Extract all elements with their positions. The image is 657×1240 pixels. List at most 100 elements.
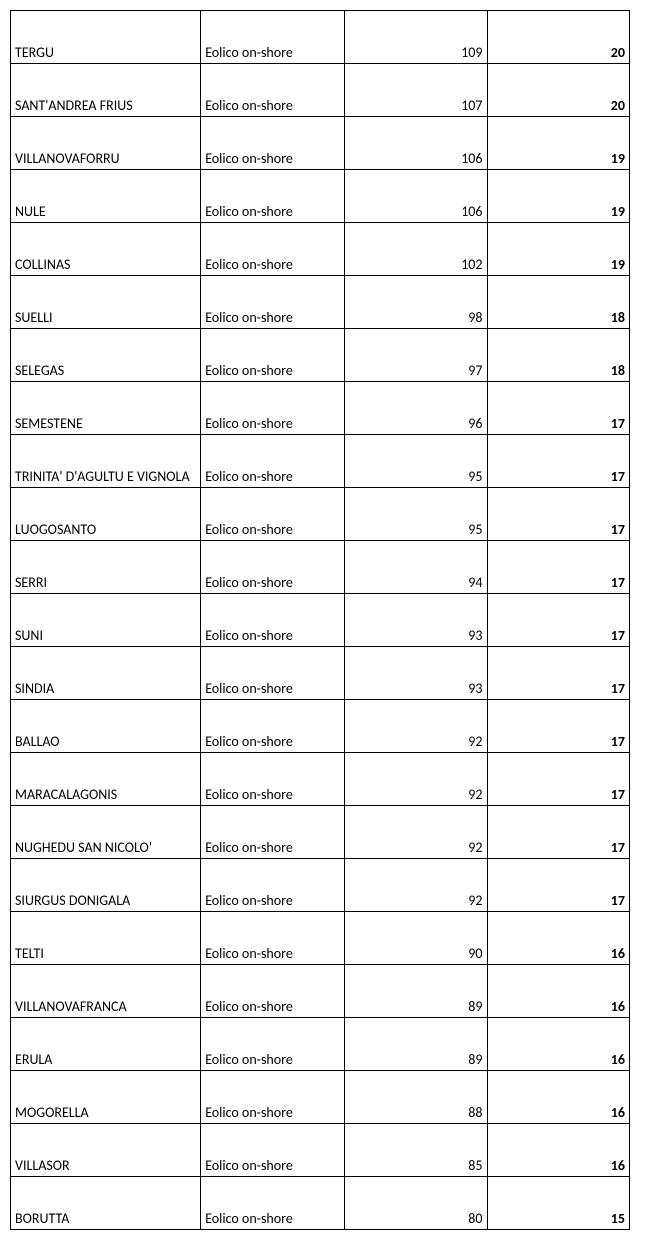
cell-value1: 96 [344, 382, 487, 435]
cell-name: TELTI [11, 912, 201, 965]
cell-name: SERRI [11, 541, 201, 594]
cell-value1: 88 [344, 1071, 487, 1124]
cell-value1: 80 [344, 1177, 487, 1230]
cell-value2: 17 [487, 382, 630, 435]
cell-name: ERULA [11, 1018, 201, 1071]
cell-type: Eolico on-shore [201, 965, 344, 1018]
cell-name: VILLASOR [11, 1124, 201, 1177]
cell-name: SINDIA [11, 647, 201, 700]
cell-value2: 17 [487, 859, 630, 912]
cell-value1: 92 [344, 806, 487, 859]
table-row: VILLANOVAFRANCAEolico on-shore8916 [11, 965, 630, 1018]
cell-value1: 90 [344, 912, 487, 965]
cell-type: Eolico on-shore [201, 223, 344, 276]
table-row: TERGUEolico on-shore10920 [11, 11, 630, 64]
cell-value1: 95 [344, 435, 487, 488]
table-row: MOGORELLAEolico on-shore8816 [11, 1071, 630, 1124]
table-row: COLLINASEolico on-shore10219 [11, 223, 630, 276]
cell-value1: 109 [344, 11, 487, 64]
cell-value1: 98 [344, 276, 487, 329]
cell-value1: 102 [344, 223, 487, 276]
cell-type: Eolico on-shore [201, 806, 344, 859]
cell-value2: 16 [487, 965, 630, 1018]
cell-type: Eolico on-shore [201, 647, 344, 700]
cell-name: SUNI [11, 594, 201, 647]
cell-type: Eolico on-shore [201, 859, 344, 912]
cell-type: Eolico on-shore [201, 753, 344, 806]
cell-name: SUELLI [11, 276, 201, 329]
cell-value1: 95 [344, 488, 487, 541]
cell-type: Eolico on-shore [201, 488, 344, 541]
table-row: VILLASOREolico on-shore8516 [11, 1124, 630, 1177]
cell-name: SEMESTENE [11, 382, 201, 435]
cell-name: VILLANOVAFORRU [11, 117, 201, 170]
table-row: SUELLIEolico on-shore9818 [11, 276, 630, 329]
cell-type: Eolico on-shore [201, 912, 344, 965]
table-row: SIURGUS DONIGALAEolico on-shore9217 [11, 859, 630, 912]
cell-name: TRINITA' D'AGULTU E VIGNOLA [11, 435, 201, 488]
data-table: TERGUEolico on-shore10920SANT'ANDREA FRI… [10, 10, 630, 1230]
table-row: ERULAEolico on-shore8916 [11, 1018, 630, 1071]
cell-value2: 19 [487, 117, 630, 170]
cell-name: SELEGAS [11, 329, 201, 382]
cell-name: VILLANOVAFRANCA [11, 965, 201, 1018]
table-row: SEMESTENEEolico on-shore9617 [11, 382, 630, 435]
cell-value1: 93 [344, 647, 487, 700]
cell-value2: 20 [487, 64, 630, 117]
cell-value2: 17 [487, 753, 630, 806]
cell-type: Eolico on-shore [201, 1177, 344, 1230]
table-row: NUGHEDU SAN NICOLO'Eolico on-shore9217 [11, 806, 630, 859]
cell-value2: 17 [487, 435, 630, 488]
cell-name: SANT'ANDREA FRIUS [11, 64, 201, 117]
table-body: TERGUEolico on-shore10920SANT'ANDREA FRI… [11, 11, 630, 1230]
cell-name: BALLAO [11, 700, 201, 753]
cell-type: Eolico on-shore [201, 1018, 344, 1071]
cell-type: Eolico on-shore [201, 1071, 344, 1124]
cell-type: Eolico on-shore [201, 117, 344, 170]
table-row: SERRIEolico on-shore9417 [11, 541, 630, 594]
cell-value2: 18 [487, 329, 630, 382]
cell-value2: 17 [487, 700, 630, 753]
cell-value2: 17 [487, 541, 630, 594]
cell-value2: 19 [487, 223, 630, 276]
cell-value2: 16 [487, 912, 630, 965]
table-row: SINDIAEolico on-shore9317 [11, 647, 630, 700]
cell-value1: 89 [344, 1018, 487, 1071]
cell-value2: 17 [487, 806, 630, 859]
table-row: MARACALAGONISEolico on-shore9217 [11, 753, 630, 806]
cell-value2: 18 [487, 276, 630, 329]
table-row: LUOGOSANTOEolico on-shore9517 [11, 488, 630, 541]
cell-value1: 106 [344, 117, 487, 170]
cell-name: COLLINAS [11, 223, 201, 276]
cell-type: Eolico on-shore [201, 276, 344, 329]
cell-value2: 17 [487, 488, 630, 541]
cell-type: Eolico on-shore [201, 170, 344, 223]
cell-name: MOGORELLA [11, 1071, 201, 1124]
cell-value1: 92 [344, 859, 487, 912]
cell-type: Eolico on-shore [201, 1124, 344, 1177]
cell-value1: 107 [344, 64, 487, 117]
cell-name: NUGHEDU SAN NICOLO' [11, 806, 201, 859]
table-row: BALLAOEolico on-shore9217 [11, 700, 630, 753]
cell-type: Eolico on-shore [201, 700, 344, 753]
cell-value1: 97 [344, 329, 487, 382]
table-row: SUNIEolico on-shore9317 [11, 594, 630, 647]
table-row: BORUTTAEolico on-shore8015 [11, 1177, 630, 1230]
cell-value2: 16 [487, 1124, 630, 1177]
cell-name: SIURGUS DONIGALA [11, 859, 201, 912]
cell-value2: 20 [487, 11, 630, 64]
cell-name: MARACALAGONIS [11, 753, 201, 806]
cell-value2: 16 [487, 1018, 630, 1071]
cell-type: Eolico on-shore [201, 11, 344, 64]
cell-name: BORUTTA [11, 1177, 201, 1230]
table-row: TELTIEolico on-shore9016 [11, 912, 630, 965]
cell-value1: 92 [344, 700, 487, 753]
table-row: SELEGASEolico on-shore9718 [11, 329, 630, 382]
cell-name: TERGU [11, 11, 201, 64]
cell-type: Eolico on-shore [201, 64, 344, 117]
cell-type: Eolico on-shore [201, 329, 344, 382]
cell-type: Eolico on-shore [201, 435, 344, 488]
cell-value2: 17 [487, 647, 630, 700]
cell-value1: 106 [344, 170, 487, 223]
cell-value2: 16 [487, 1071, 630, 1124]
